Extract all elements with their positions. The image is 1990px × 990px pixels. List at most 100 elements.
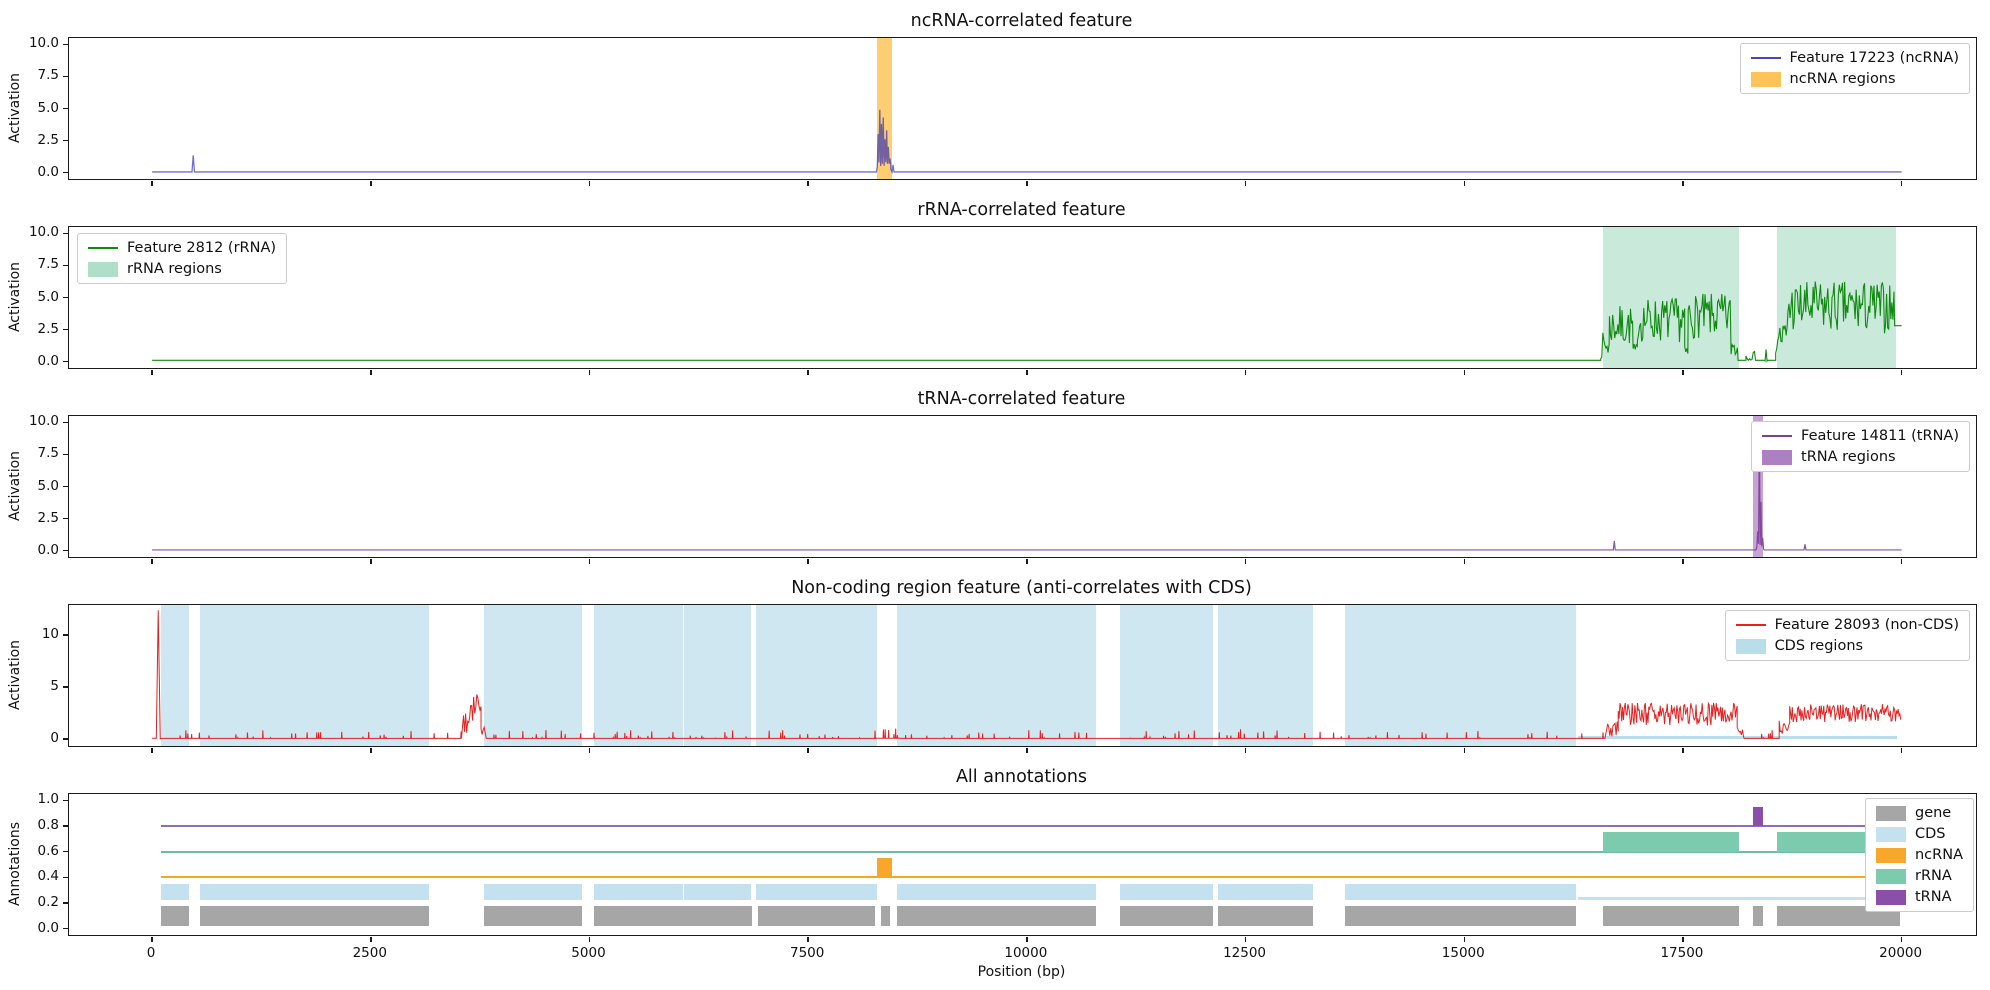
trna-regions — [1752, 416, 1764, 557]
x-tick-label: 2500 — [352, 945, 387, 961]
legend-item: gene — [1875, 805, 1963, 821]
y-tick-label: 0.8 — [37, 817, 59, 834]
legend-patch-swatch — [1750, 71, 1781, 87]
rrna-track-line — [160, 850, 1900, 853]
x-tick-mark — [370, 748, 372, 753]
cds-annotation-block — [160, 883, 189, 901]
legend-line-swatch — [1750, 57, 1781, 59]
y-tick-mark — [63, 453, 68, 456]
x-tick-mark — [151, 181, 153, 186]
gene-annotation-block — [200, 905, 429, 927]
legend-line-swatch — [1735, 624, 1766, 626]
cds-thin-strip — [1577, 897, 1898, 901]
y-tick-label: 10.0 — [28, 35, 59, 52]
y-tick-label: 0 — [50, 730, 59, 747]
y-tick-label: 10.0 — [28, 224, 59, 241]
plot-area-feature-1: 0.0 2.5 5.0 7.5 10.0 Feature 2812 (rRNA) rRNA … — [29, 224, 1977, 375]
y-tick-mark — [63, 421, 68, 424]
legend-label: Feature 14811 (tRNA) — [1801, 428, 1959, 444]
legend-label: Feature 2812 (rRNA) — [127, 240, 277, 256]
legend-item: ncRNA regions — [1750, 71, 1959, 87]
x-tick-mark — [1244, 748, 1247, 753]
y-tick-mark — [63, 171, 68, 174]
cds-low-strip — [1577, 735, 1898, 740]
y-tick-mark — [63, 517, 68, 520]
x-tick-mark — [1463, 181, 1465, 186]
plot-area-feature-2: 0.0 2.5 5.0 7.5 10.0 Feature 14811 (tRNA) tRNA… — [29, 413, 1977, 564]
y-tick-label: 2.5 — [37, 320, 59, 337]
legend-line-swatch — [88, 247, 118, 249]
legend-label: rRNA regions — [127, 261, 222, 277]
y-tick-mark — [63, 485, 68, 488]
subplot-title: rRNA-correlated feature — [917, 200, 1126, 220]
y-tick-label: 5.0 — [37, 477, 59, 494]
subplot-title: Non-coding region feature (anti-correlat… — [791, 578, 1252, 598]
rrna-regions — [1603, 227, 1739, 368]
gene-annotation-block — [594, 905, 753, 927]
y-tick-label: 1.0 — [37, 791, 59, 808]
legend-patch-swatch — [1875, 826, 1906, 842]
legend-patch-swatch — [1762, 449, 1793, 465]
x-tick-mark — [1026, 748, 1028, 753]
y-tick-label: 0.0 — [37, 919, 59, 936]
x-tick-label: 5000 — [571, 945, 606, 961]
x-tick-mark — [1244, 370, 1247, 375]
gene-annotation-block — [1752, 905, 1764, 927]
gene-annotation-block — [1345, 905, 1577, 927]
cds-regions — [1345, 605, 1577, 746]
x-tick-mark — [1900, 181, 1903, 186]
trna-track-line — [160, 825, 1900, 828]
y-tick-label: 2.5 — [37, 509, 59, 526]
cds-annotation-block — [1345, 883, 1577, 901]
x-tick-mark — [370, 937, 372, 942]
y-tick-label: 5.0 — [37, 288, 59, 305]
cds-annotation-block — [1120, 883, 1214, 901]
legend-item: tRNA — [1875, 889, 1963, 905]
gene-annotation-block — [1217, 905, 1313, 927]
legend-item: CDS — [1875, 826, 1963, 842]
x-tick-mark — [807, 937, 809, 942]
x-tick-mark — [1682, 937, 1684, 942]
y-tick-label: 5.0 — [37, 99, 59, 116]
x-tick-mark — [807, 559, 809, 564]
cds-regions — [200, 605, 429, 746]
cds-annotation-block — [897, 883, 1096, 901]
x-tick-mark — [151, 937, 153, 942]
x-tick-mark — [588, 937, 591, 942]
x-tick-mark — [588, 181, 591, 186]
y-tick-mark — [63, 328, 68, 331]
x-tick-mark — [151, 748, 153, 753]
y-tick-mark — [63, 738, 68, 740]
cds-regions — [755, 605, 878, 746]
y-tick-label: 2.5 — [37, 131, 59, 148]
y-tick-mark — [63, 876, 68, 879]
y-tick-label: 0.0 — [37, 163, 59, 180]
legend-item: tRNA regions — [1762, 449, 1959, 465]
x-tick-label: 17500 — [1660, 945, 1704, 961]
legend-patch-swatch — [88, 261, 118, 277]
x-tick-mark — [1463, 748, 1465, 753]
legend-item: Feature 28093 (non-CDS) — [1735, 617, 1959, 633]
y-tick-mark — [63, 686, 68, 688]
ncrna-track-line — [160, 876, 1900, 879]
y-tick-mark — [63, 850, 68, 853]
legend: Feature 17223 (ncRNA) ncRNA regions — [1739, 43, 1970, 94]
y-tick-mark — [63, 799, 68, 802]
legend: gene CDS ncRNA rRNA tRNA — [1864, 798, 1974, 912]
y-tick-label: 7.5 — [37, 445, 59, 462]
y-tick-mark — [63, 360, 68, 363]
legend-item: Feature 14811 (tRNA) — [1762, 428, 1959, 444]
legend-label: Feature 28093 (non-CDS) — [1774, 617, 1959, 633]
x-tick-label: 15000 — [1441, 945, 1485, 961]
plot-area-feature-3: 0 5 10 Feature 28093 (non-CDS) CDS regions — [42, 604, 1977, 753]
x-tick-mark — [1900, 370, 1903, 375]
gene-annotation-block — [758, 905, 875, 927]
cds-annotation-block — [200, 883, 429, 901]
x-tick-mark — [1682, 559, 1684, 564]
x-tick-mark — [1900, 748, 1903, 753]
legend-label: ncRNA — [1914, 847, 1963, 863]
legend-item: Feature 2812 (rRNA) — [88, 240, 276, 256]
legend-patch-swatch — [1875, 868, 1906, 884]
x-tick-mark — [370, 559, 372, 564]
y-tick-mark — [63, 232, 68, 235]
